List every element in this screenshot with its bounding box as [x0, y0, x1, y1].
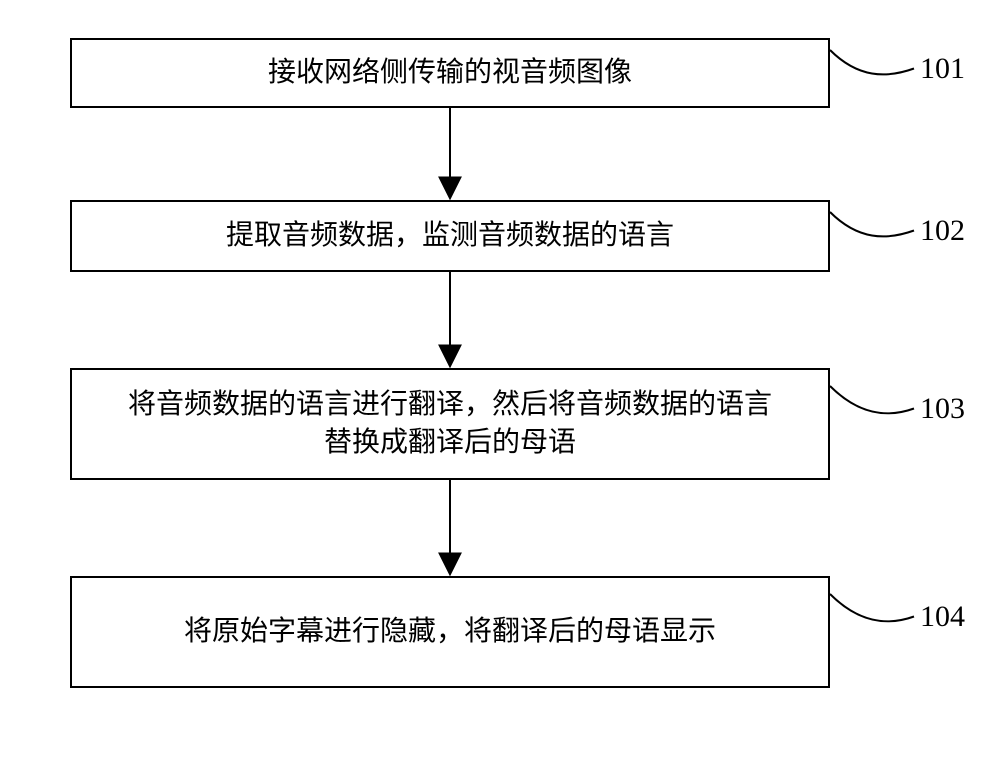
node-text: 将音频数据的语言进行翻译，然后将音频数据的语言替换成翻译后的母语	[128, 386, 772, 462]
label-connector-103	[830, 386, 914, 413]
flow-node-n4: 将原始字幕进行隐藏，将翻译后的母语显示	[70, 576, 830, 688]
flow-node-n3: 将音频数据的语言进行翻译，然后将音频数据的语言替换成翻译后的母语	[70, 368, 830, 480]
label-connector-101	[830, 50, 914, 74]
step-label-103: 103	[920, 392, 965, 426]
node-text: 提取音频数据，监测音频数据的语言	[226, 217, 674, 255]
label-connector-104	[830, 594, 914, 621]
step-label-104: 104	[920, 600, 965, 634]
label-connector-102	[830, 212, 914, 236]
flow-node-n2: 提取音频数据，监测音频数据的语言	[70, 200, 830, 272]
step-label-102: 102	[920, 214, 965, 248]
node-text: 接收网络侧传输的视音频图像	[268, 54, 632, 92]
flow-node-n1: 接收网络侧传输的视音频图像	[70, 38, 830, 108]
step-label-101: 101	[920, 52, 965, 86]
node-text: 将原始字幕进行隐藏，将翻译后的母语显示	[184, 613, 716, 651]
